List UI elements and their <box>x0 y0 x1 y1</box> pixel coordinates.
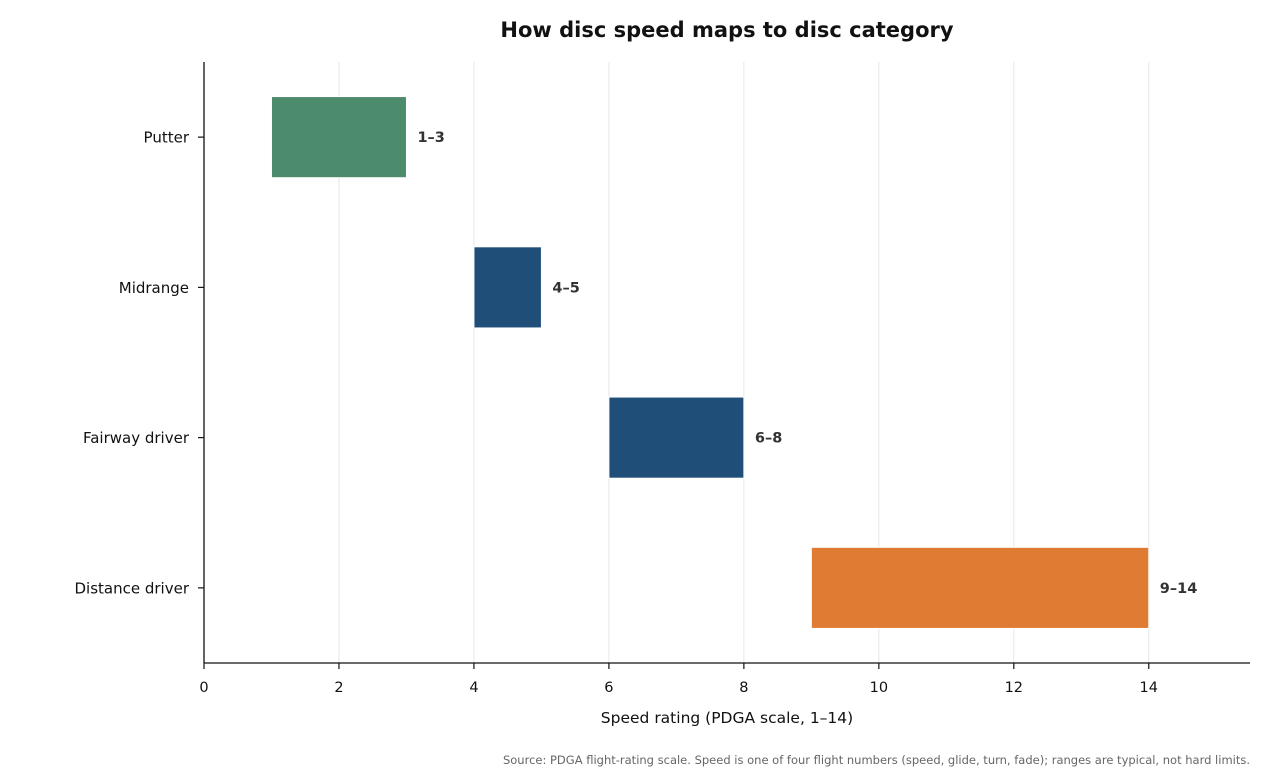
chart-title: How disc speed maps to disc category <box>500 18 953 42</box>
category-label: Midrange <box>119 279 189 297</box>
category-labels: Putter Midrange Fairway driver Distance dri… <box>75 129 204 597</box>
x-tick-label: 8 <box>739 680 748 696</box>
bar-putter <box>270 96 407 179</box>
category-label: Distance driver <box>75 579 190 597</box>
category-label: Fairway driver <box>83 429 190 447</box>
x-ticks: 0 2 4 6 8 10 12 14 <box>199 663 1158 696</box>
data-label: 4–5 <box>552 280 579 296</box>
x-tick-label: 10 <box>870 680 888 696</box>
x-tick-label: 14 <box>1140 680 1158 696</box>
gridlines <box>338 62 1150 663</box>
x-axis-label: Speed rating (PDGA scale, 1–14) <box>601 709 853 727</box>
data-label: 1–3 <box>417 130 444 146</box>
x-tick-label: 4 <box>469 680 478 696</box>
x-tick-label: 12 <box>1005 680 1023 696</box>
bar-fairway-driver <box>608 396 745 479</box>
x-tick-label: 2 <box>334 680 343 696</box>
x-tick-label: 6 <box>604 680 613 696</box>
data-labels: 1–3 4–5 6–8 9–14 <box>417 130 1197 597</box>
category-label: Putter <box>144 129 190 147</box>
x-tick-label: 0 <box>199 680 208 696</box>
bars <box>270 96 1150 629</box>
bar-midrange <box>473 246 542 329</box>
data-label: 9–14 <box>1160 581 1198 597</box>
data-label: 6–8 <box>755 431 782 447</box>
source-note: Source: PDGA flight-rating scale. Speed … <box>503 753 1250 767</box>
bar-distance-driver <box>810 546 1150 629</box>
